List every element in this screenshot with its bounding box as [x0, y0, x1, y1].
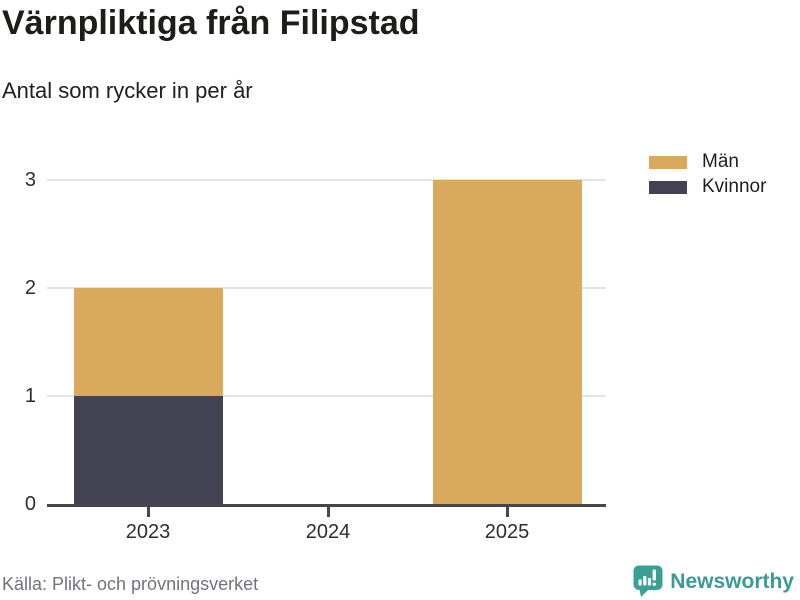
y-axis-label-3: 3 — [24, 169, 36, 191]
legend-item-women: Kvinnor — [649, 177, 766, 197]
legend-label-men: Män — [702, 151, 739, 172]
x-axis-tick-2023 — [146, 507, 150, 517]
bar-2023-kvinnor — [73, 396, 223, 504]
legend-swatch-men — [649, 155, 687, 169]
gridline-2 — [47, 287, 606, 289]
plot-area: 0 1 2 3 2023 2024 2025 — [25, 169, 606, 543]
legend: Män Kvinnor — [649, 152, 766, 197]
x-axis-label-2024: 2024 — [305, 521, 351, 543]
bar-2025-män — [432, 180, 582, 504]
x-axis-label-2023: 2023 — [125, 521, 171, 543]
legend-item-men: Män — [649, 152, 766, 172]
gridline-3 — [47, 179, 606, 181]
brand-logo: Newsworthy — [633, 565, 794, 598]
x-axis-label-2025: 2025 — [484, 521, 530, 543]
y-axis-label-0: 0 — [24, 493, 36, 515]
newsworthy-logo-icon — [633, 565, 663, 597]
y-axis-label-2: 2 — [24, 277, 36, 299]
legend-label-women: Kvinnor — [702, 176, 767, 197]
gridline-1 — [47, 395, 606, 397]
brand-name: Newsworthy — [670, 569, 794, 593]
x-axis-tick-2024 — [326, 507, 330, 517]
chart-title: Värnpliktiga från Filipstad — [2, 4, 420, 42]
x-axis-tick-2025 — [505, 507, 509, 517]
legend-swatch-women — [649, 180, 687, 194]
x-axis-line — [47, 504, 606, 507]
y-axis-label-1: 1 — [24, 385, 36, 407]
source-note: Källa: Plikt- och prövningsverket — [2, 574, 259, 594]
chart-subtitle: Antal som rycker in per år — [2, 78, 253, 103]
bar-2023-män — [73, 288, 223, 396]
